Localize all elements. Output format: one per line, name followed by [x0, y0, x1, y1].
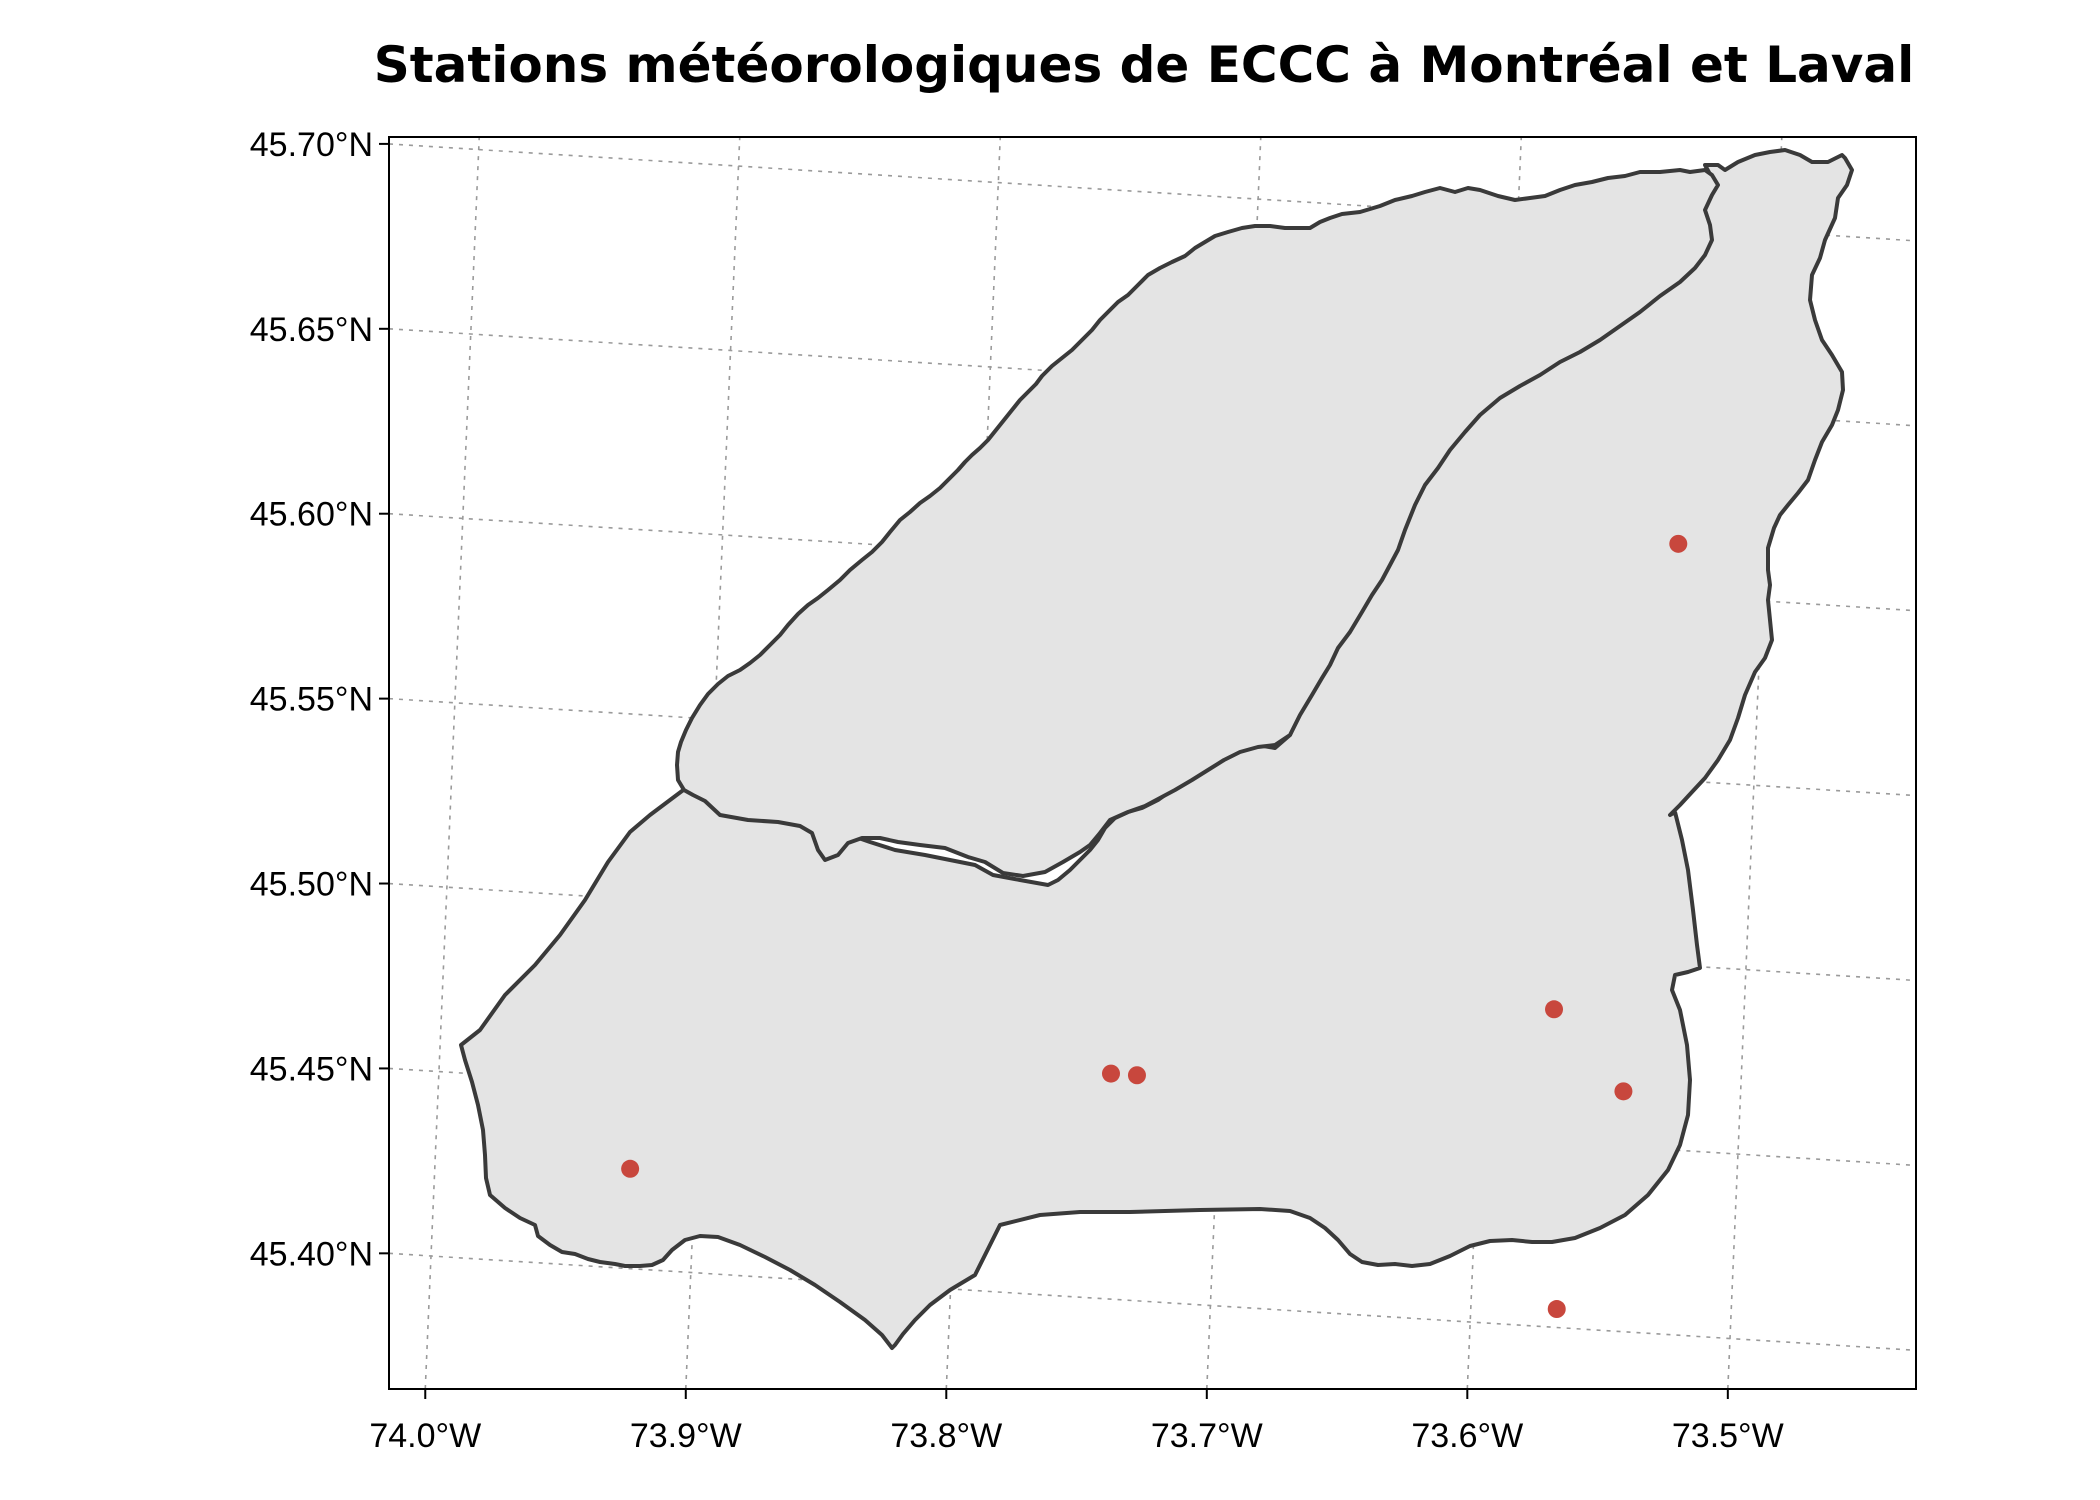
x-tick-label: 73.8°W [890, 1417, 1002, 1455]
y-tick-label: 45.65°N [250, 311, 373, 349]
x-tick-label: 73.6°W [1411, 1417, 1523, 1455]
station-marker[interactable] [1669, 534, 1688, 553]
x-tick-label: 73.5°W [1672, 1417, 1784, 1455]
map-axes: 74.0°W 73.9°W 73.8°W 73.7°W 73.6°W 73.5°W 45.7… [250, 126, 1917, 1455]
region-polygons [459, 148, 1854, 1350]
map-frame [388, 136, 1917, 1390]
map-title: Stations météorologiques de ECCC à Montr… [374, 36, 1915, 94]
station-marker[interactable] [621, 1159, 640, 1178]
station-marker[interactable] [1547, 1300, 1566, 1319]
montreal-island [459, 148, 1854, 1350]
y-tick-label: 45.70°N [250, 126, 373, 164]
station-marker[interactable] [1127, 1066, 1146, 1085]
y-tick-label: 45.60°N [250, 496, 373, 534]
y-tick-label: 45.50°N [250, 866, 373, 904]
station-markers [621, 534, 1688, 1319]
y-tick-label: 45.55°N [250, 681, 373, 719]
meridian-line [424, 136, 481, 1390]
parallel-line [388, 1252, 1917, 1352]
y-tick-label: 45.45°N [250, 1050, 373, 1088]
station-marker[interactable] [1101, 1064, 1120, 1083]
x-tick-label: 73.7°W [1151, 1417, 1263, 1455]
station-marker[interactable] [1545, 1000, 1564, 1019]
y-tick-label: 45.40°N [250, 1235, 373, 1273]
laval-island [675, 168, 1720, 878]
station-marker[interactable] [1614, 1082, 1633, 1101]
x-tick-label: 74.0°W [369, 1417, 481, 1455]
x-tick-label: 73.9°W [630, 1417, 742, 1455]
